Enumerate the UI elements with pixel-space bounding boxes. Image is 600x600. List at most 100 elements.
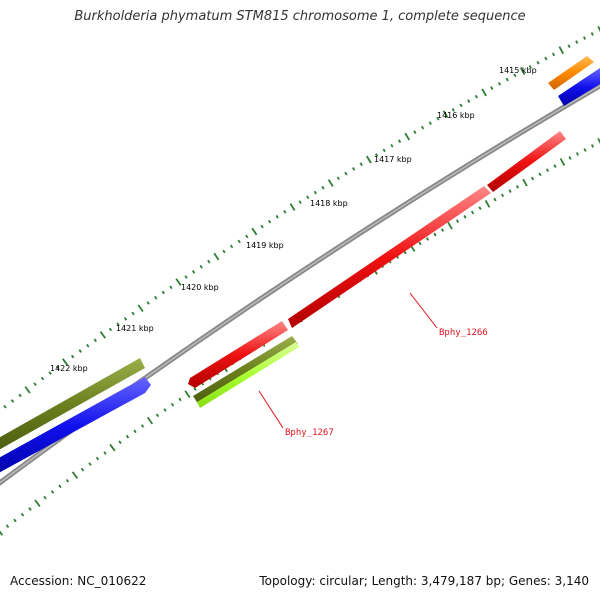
ruler-tick — [436, 116, 440, 121]
accession-text: Accession: NC_010622 — [10, 574, 147, 588]
ruler-tick — [597, 138, 600, 144]
feature-blue-arrow-top[interactable] — [558, 68, 600, 106]
ruler-tick — [425, 237, 430, 241]
ruler-tick — [497, 81, 502, 86]
ruler-tick — [70, 354, 75, 359]
ruler-tick — [545, 168, 550, 173]
ruler-tick — [493, 197, 497, 202]
ruler-tick — [55, 365, 60, 370]
gene-bphy-1266-arrow[interactable] — [188, 131, 566, 388]
ruler-outer — [3, 25, 600, 409]
ruler-tick — [58, 484, 62, 489]
ruler-tick — [500, 193, 505, 198]
ruler-tick — [50, 490, 55, 494]
ruler-tick — [484, 199, 491, 208]
ruler-tick — [463, 215, 467, 219]
ruler-tick — [321, 185, 325, 190]
ruler-tick — [93, 338, 97, 343]
ruler-tick — [146, 416, 154, 425]
ruler-tick — [154, 295, 158, 300]
ruler-inner — [0, 138, 600, 536]
ruler-tick — [43, 495, 47, 500]
tick-label-1421: 1421 kbp — [116, 324, 154, 333]
ruler-tick — [447, 221, 453, 230]
ruler-tick — [597, 25, 600, 33]
ruler-tick — [140, 424, 145, 428]
ruler-tick — [558, 46, 564, 55]
ruler-tick — [62, 358, 69, 366]
ruler-tick — [481, 88, 487, 97]
ruler-tick — [421, 125, 425, 130]
ruler-tick — [590, 144, 595, 148]
ruler-tick — [440, 228, 445, 232]
ruler-tick — [28, 507, 32, 511]
ruler-tick — [519, 67, 526, 76]
ruler-tick — [366, 155, 372, 164]
tick-label-1417: 1417 kbp — [374, 155, 412, 164]
ruler-tick — [505, 77, 509, 82]
tick-label-1420: 1420 kbp — [181, 283, 219, 292]
ruler-tick — [207, 259, 211, 264]
feature-orange-arrow[interactable] — [548, 56, 594, 90]
ruler-tick — [455, 219, 460, 224]
ruler-tick — [146, 301, 150, 305]
ruler-tick — [78, 349, 82, 353]
ruler-tick — [109, 443, 116, 452]
ruler-tick — [474, 94, 478, 99]
ruler-tick — [536, 60, 540, 65]
ruler-tick — [575, 40, 579, 44]
ruler-tick — [306, 195, 310, 200]
ruler-tick — [123, 317, 128, 321]
tick-label-1418: 1418 kbp — [310, 199, 348, 208]
ruler-tick — [575, 152, 580, 156]
ruler-tick — [260, 224, 264, 229]
ruler-tick — [418, 241, 422, 246]
ruler-tick — [95, 456, 100, 461]
ruler-tick — [237, 239, 241, 244]
sequence-stats-text: Topology: circular; Length: 3,479,187 bp… — [259, 574, 589, 588]
ruler-tick — [538, 172, 542, 177]
ruler-tick — [65, 478, 70, 483]
ruler-tick — [178, 397, 182, 402]
ruler-tick — [193, 387, 197, 391]
callout-line-bphy-1266 — [409, 292, 438, 329]
ruler-tick — [522, 178, 528, 187]
ruler-tick — [161, 290, 165, 295]
ruler-tick — [99, 331, 106, 339]
ruler-tick — [513, 73, 517, 78]
ruler-tick — [590, 32, 594, 36]
ruler-tick — [413, 130, 417, 134]
gene-label-bphy-1267[interactable]: Bphy_1267 — [285, 428, 334, 438]
ruler-tick — [48, 371, 52, 375]
ruler-tick — [583, 148, 587, 152]
ruler-tick — [268, 219, 272, 224]
ruler-tick — [191, 270, 196, 274]
ruler-tick — [175, 278, 182, 286]
ruler-tick — [478, 206, 482, 210]
ruler-tick — [3, 404, 7, 409]
ruler-tick — [553, 164, 557, 168]
feature-blue-arrow-left[interactable] — [0, 377, 151, 475]
gene-label-bphy-1266[interactable]: Bphy_1266 — [439, 328, 488, 338]
ruler-tick — [103, 451, 107, 455]
ruler-tick — [131, 311, 135, 316]
ruler-tick — [245, 234, 249, 239]
tick-label-1415: 1415 kbp — [499, 66, 537, 75]
ruler-tick — [298, 200, 302, 204]
ruler-tick — [374, 153, 379, 157]
ruler-tick — [283, 210, 287, 214]
feature-olive-arrow-left[interactable] — [0, 358, 145, 452]
ruler-tick — [344, 171, 348, 176]
ruler-tick — [359, 162, 363, 167]
ruler-tick — [40, 376, 45, 381]
ruler-tick — [137, 304, 144, 313]
ruler-tick — [86, 343, 90, 348]
ruler-tick — [133, 429, 137, 434]
ruler-tick — [116, 322, 120, 327]
ruler-tick — [13, 518, 17, 523]
gene-bphy-1267-arrow[interactable] — [193, 336, 299, 408]
ruler-tick — [567, 44, 571, 49]
ruler-tick — [390, 143, 394, 148]
tick-label-1422: 1422 kbp — [50, 364, 88, 373]
